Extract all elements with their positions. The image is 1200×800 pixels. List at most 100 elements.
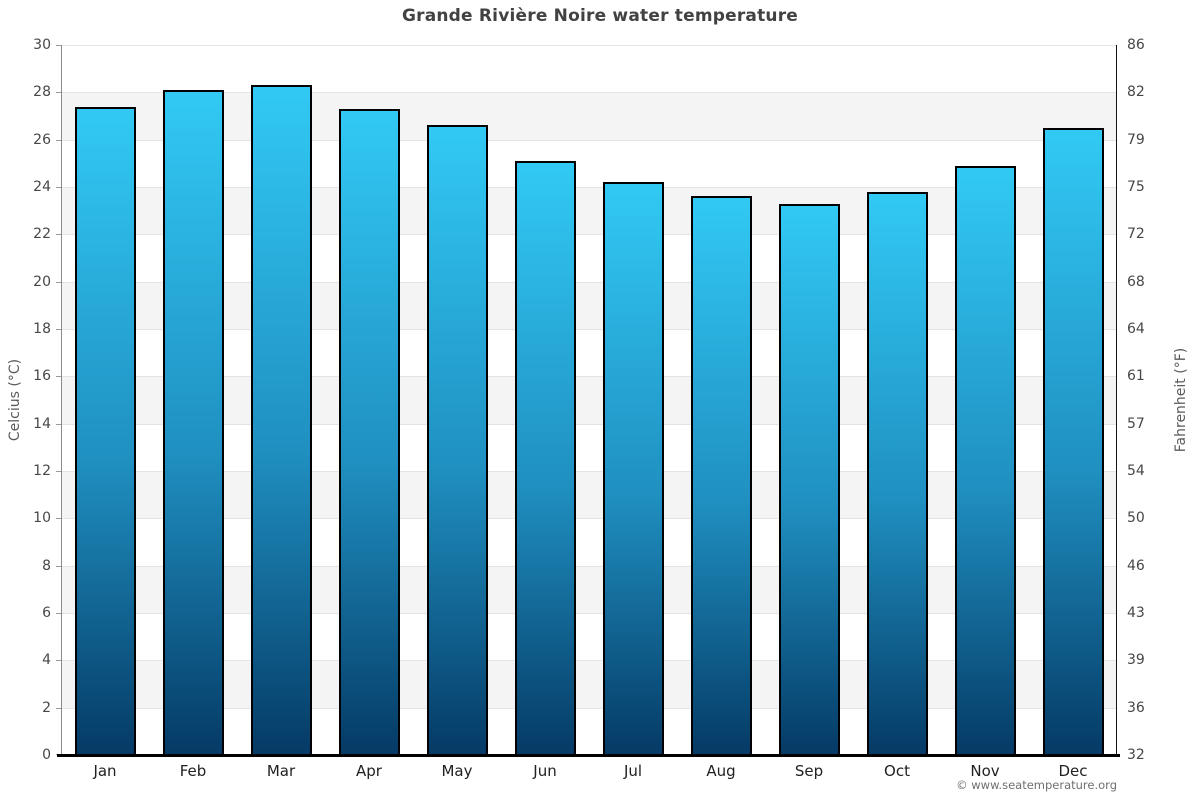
- y-axis-tick: [56, 707, 61, 709]
- y-tick-label-fahrenheit: 43: [1127, 605, 1145, 621]
- bar-jul[interactable]: [602, 182, 664, 755]
- y-tick-label-celsius: 26: [33, 131, 51, 148]
- y-tick-label-fahrenheit: 61: [1127, 368, 1145, 385]
- bar-aug[interactable]: [690, 196, 752, 755]
- y-axis-line-left: [61, 45, 62, 755]
- x-tick-label-feb: Feb: [179, 762, 207, 780]
- gridline: [61, 187, 1117, 188]
- grid-band: [61, 187, 1117, 235]
- gridline: [61, 92, 1117, 94]
- bar-mar[interactable]: [250, 85, 312, 755]
- bar-jan[interactable]: [74, 106, 136, 755]
- gridline: [61, 613, 1117, 614]
- bar-apr[interactable]: [338, 108, 400, 755]
- grid-band: [61, 92, 1117, 140]
- bar-dec[interactable]: [1042, 127, 1104, 755]
- bar-feb[interactable]: [162, 89, 224, 755]
- y-axis-tick: [56, 565, 61, 567]
- y-tick-label-celsius: 30: [33, 37, 51, 53]
- x-tick-label-aug: Aug: [706, 762, 736, 780]
- y-tick-label-celsius: 2: [42, 699, 51, 716]
- attribution: © www.seatemperature.org: [956, 778, 1117, 792]
- x-tick-label-dec: Dec: [1058, 762, 1088, 780]
- y-axis-line-right: [1116, 45, 1117, 755]
- y-tick-label-celsius: 24: [33, 179, 51, 195]
- gridline: [61, 329, 1117, 330]
- y-axis-tick: [56, 281, 61, 283]
- gridline: [61, 660, 1117, 662]
- y-tick-label-celsius: 0: [42, 747, 51, 763]
- plot-area: [56, 45, 1117, 755]
- x-tick-label-apr: Apr: [356, 762, 382, 780]
- x-tick-label-oct: Oct: [884, 762, 910, 780]
- bar-oct[interactable]: [866, 191, 928, 755]
- y-tick-label-celsius: 8: [42, 557, 51, 574]
- y-axis-tick: [56, 139, 61, 141]
- y-axis-title-fahrenheit: Fahrenheit (°F): [1173, 347, 1189, 453]
- grid-band: [61, 376, 1117, 424]
- y-axis-tick: [56, 423, 61, 425]
- y-tick-label-fahrenheit: 72: [1127, 226, 1145, 243]
- y-axis-tick: [56, 92, 61, 94]
- y-tick-label-celsius: 4: [42, 652, 51, 669]
- y-axis-tick: [56, 613, 61, 614]
- y-tick-label-celsius: 10: [33, 510, 51, 527]
- y-tick-label-fahrenheit: 79: [1127, 131, 1145, 148]
- bar-jun[interactable]: [514, 160, 576, 755]
- x-tick-label-jan: Jan: [93, 762, 117, 780]
- gridline: [61, 376, 1117, 378]
- gridline: [61, 707, 1117, 709]
- x-tick-label-sep: Sep: [794, 762, 824, 780]
- y-tick-label-fahrenheit: 32: [1127, 747, 1145, 763]
- gridline: [61, 139, 1117, 141]
- y-tick-label-fahrenheit: 54: [1127, 463, 1145, 479]
- y-axis-tick: [56, 329, 61, 330]
- x-tick-label-may: May: [441, 762, 473, 780]
- gridline: [61, 234, 1117, 236]
- y-tick-label-fahrenheit: 86: [1127, 37, 1145, 53]
- y-axis-tick: [56, 45, 61, 46]
- y-tick-label-celsius: 16: [33, 368, 51, 385]
- bar-may[interactable]: [426, 125, 488, 755]
- y-tick-label-fahrenheit: 46: [1127, 557, 1145, 574]
- bar-nov[interactable]: [954, 165, 1016, 755]
- y-tick-label-celsius: 22: [33, 226, 51, 243]
- gridline: [61, 45, 1117, 46]
- bar-sep[interactable]: [778, 203, 840, 755]
- y-axis-tick: [56, 660, 61, 662]
- gridline: [61, 471, 1117, 472]
- y-tick-label-fahrenheit: 50: [1127, 510, 1145, 527]
- grid-band: [61, 471, 1117, 519]
- chart-title: Grande Rivière Noire water temperature: [401, 6, 799, 26]
- x-tick-label-nov: Nov: [970, 762, 1000, 780]
- y-tick-label-celsius: 12: [33, 463, 51, 479]
- y-tick-label-celsius: 20: [33, 273, 51, 290]
- y-tick-label-celsius: 28: [33, 84, 51, 101]
- gridline: [61, 423, 1117, 425]
- gridline: [61, 518, 1117, 520]
- x-tick-label-jul: Jul: [623, 762, 643, 780]
- y-tick-label-fahrenheit: 82: [1127, 84, 1145, 101]
- y-axis-tick: [56, 376, 61, 378]
- y-tick-label-celsius: 6: [42, 605, 51, 621]
- gridline: [61, 565, 1117, 567]
- grid-band: [61, 281, 1117, 329]
- y-axis-tick: [56, 518, 61, 520]
- y-tick-label-fahrenheit: 36: [1127, 699, 1145, 716]
- y-tick-label-celsius: 14: [33, 415, 51, 432]
- x-tick-label-mar: Mar: [266, 762, 296, 780]
- y-tick-label-fahrenheit: 64: [1127, 321, 1145, 337]
- y-tick-label-fahrenheit: 39: [1127, 652, 1145, 669]
- x-axis-line: [57, 754, 1120, 757]
- y-tick-label-fahrenheit: 68: [1127, 273, 1145, 290]
- y-axis-tick: [56, 471, 61, 472]
- y-tick-label-fahrenheit: 75: [1127, 179, 1145, 195]
- y-axis-tick: [56, 187, 61, 188]
- grid-band: [61, 565, 1117, 613]
- x-tick-label-jun: Jun: [533, 762, 557, 780]
- y-tick-label-celsius: 18: [33, 321, 51, 337]
- y-tick-label-fahrenheit: 57: [1127, 415, 1145, 432]
- y-axis-tick: [56, 234, 61, 236]
- grid-band: [61, 660, 1117, 708]
